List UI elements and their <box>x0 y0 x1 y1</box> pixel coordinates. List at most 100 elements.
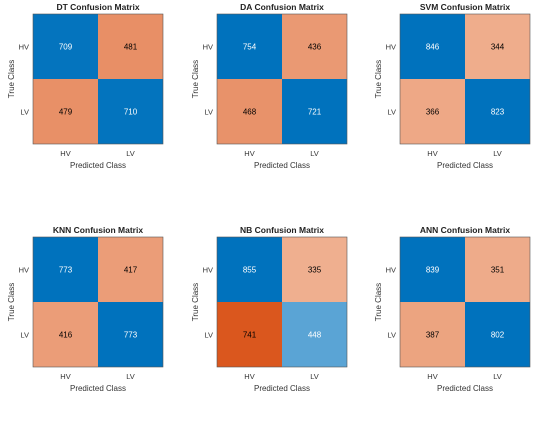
y-tick-label: LV <box>387 331 396 340</box>
matrix-cell <box>98 237 163 302</box>
matrix-cell <box>282 79 347 144</box>
x-axis-label: Predicted Class <box>254 161 310 170</box>
matrix-cell <box>98 79 163 144</box>
matrix-border <box>216 236 348 368</box>
confusion-matrix-panel: SVM Confusion Matrix 846 344 366 823 HV LV HV LV… <box>374 2 531 170</box>
y-tick-label: LV <box>20 108 29 117</box>
cell-value-label: 448 <box>308 331 322 340</box>
cell-value-label: 855 <box>243 266 257 275</box>
cell-value-label: 721 <box>308 108 322 117</box>
matrix-cell <box>465 79 530 144</box>
matrix-border <box>216 13 348 145</box>
x-axis-label: Predicted Class <box>437 384 493 393</box>
matrix-border <box>399 13 531 145</box>
x-tick-label: HV <box>60 149 70 158</box>
y-tick-label: HV <box>203 43 213 52</box>
matrix-border <box>32 236 164 368</box>
x-axis-label: Predicted Class <box>437 161 493 170</box>
matrix-cell <box>33 14 98 79</box>
cell-value-label: 823 <box>491 108 505 117</box>
matrix-border <box>32 13 164 145</box>
chart-title: DA Confusion Matrix <box>240 2 324 12</box>
x-tick-label: HV <box>427 372 437 381</box>
cell-value-label: 468 <box>243 108 257 117</box>
y-tick-label: HV <box>19 266 29 275</box>
matrix-cell <box>400 79 465 144</box>
cell-value-label: 416 <box>59 331 73 340</box>
cell-value-label: 417 <box>124 266 138 275</box>
y-axis-label: True Class <box>191 60 200 98</box>
matrix-cell <box>98 302 163 367</box>
y-tick-label: HV <box>386 43 396 52</box>
cell-value-label: 481 <box>124 43 138 52</box>
x-tick-label: HV <box>427 149 437 158</box>
x-tick-label: LV <box>493 372 502 381</box>
matrix-cell <box>465 302 530 367</box>
matrix-cell <box>465 237 530 302</box>
y-tick-label: LV <box>20 331 29 340</box>
x-axis-label: Predicted Class <box>70 161 126 170</box>
x-axis-label: Predicted Class <box>254 384 310 393</box>
x-tick-label: LV <box>126 372 135 381</box>
chart-title: KNN Confusion Matrix <box>53 225 143 235</box>
cell-value-label: 802 <box>491 331 505 340</box>
matrix-cell <box>282 14 347 79</box>
matrix-cell <box>33 302 98 367</box>
cell-value-label: 335 <box>308 266 322 275</box>
x-tick-label: LV <box>493 149 502 158</box>
y-axis-label: True Class <box>374 60 383 98</box>
cell-value-label: 773 <box>124 331 138 340</box>
x-axis-label: Predicted Class <box>70 384 126 393</box>
matrix-cell <box>33 79 98 144</box>
confusion-matrix-panel: KNN Confusion Matrix 773 417 416 773 HV LV HV LV… <box>7 225 164 393</box>
cell-value-label: 773 <box>59 266 73 275</box>
cell-value-label: 741 <box>243 331 257 340</box>
y-tick-label: LV <box>387 108 396 117</box>
matrix-cell <box>217 79 282 144</box>
matrix-cell <box>217 237 282 302</box>
cell-value-label: 344 <box>491 43 505 52</box>
matrix-cell <box>465 14 530 79</box>
matrix-cell <box>400 14 465 79</box>
matrix-border <box>399 236 531 368</box>
chart-title: DT Confusion Matrix <box>56 2 139 12</box>
matrix-cell <box>217 14 282 79</box>
cell-value-label: 846 <box>426 43 440 52</box>
matrix-cell <box>217 302 282 367</box>
y-tick-label: LV <box>204 108 213 117</box>
cell-value-label: 709 <box>59 43 73 52</box>
y-axis-label: True Class <box>7 60 16 98</box>
cell-value-label: 366 <box>426 108 440 117</box>
cell-value-label: 754 <box>243 43 257 52</box>
y-axis-label: True Class <box>191 283 200 321</box>
y-axis-label: True Class <box>374 283 383 321</box>
matrix-cell <box>282 302 347 367</box>
x-tick-label: HV <box>244 149 254 158</box>
y-tick-label: HV <box>386 266 396 275</box>
x-tick-label: LV <box>310 149 319 158</box>
chart-title: NB Confusion Matrix <box>240 225 324 235</box>
cell-value-label: 710 <box>124 108 138 117</box>
x-tick-label: HV <box>244 372 254 381</box>
chart-title: SVM Confusion Matrix <box>420 2 510 12</box>
matrix-cell <box>98 14 163 79</box>
matrix-cell <box>33 237 98 302</box>
cell-value-label: 351 <box>491 266 505 275</box>
y-tick-label: LV <box>204 331 213 340</box>
matrix-cell <box>400 302 465 367</box>
y-axis-label: True Class <box>7 283 16 321</box>
cell-value-label: 387 <box>426 331 440 340</box>
cell-value-label: 479 <box>59 108 73 117</box>
matrix-cell <box>400 237 465 302</box>
x-tick-label: HV <box>60 372 70 381</box>
chart-title: ANN Confusion Matrix <box>420 225 510 235</box>
confusion-matrix-panel: ANN Confusion Matrix 839 351 387 802 HV LV HV LV… <box>374 225 531 393</box>
y-tick-label: HV <box>19 43 29 52</box>
cell-value-label: 839 <box>426 266 440 275</box>
matrix-cell <box>282 237 347 302</box>
cell-value-label: 436 <box>308 43 322 52</box>
